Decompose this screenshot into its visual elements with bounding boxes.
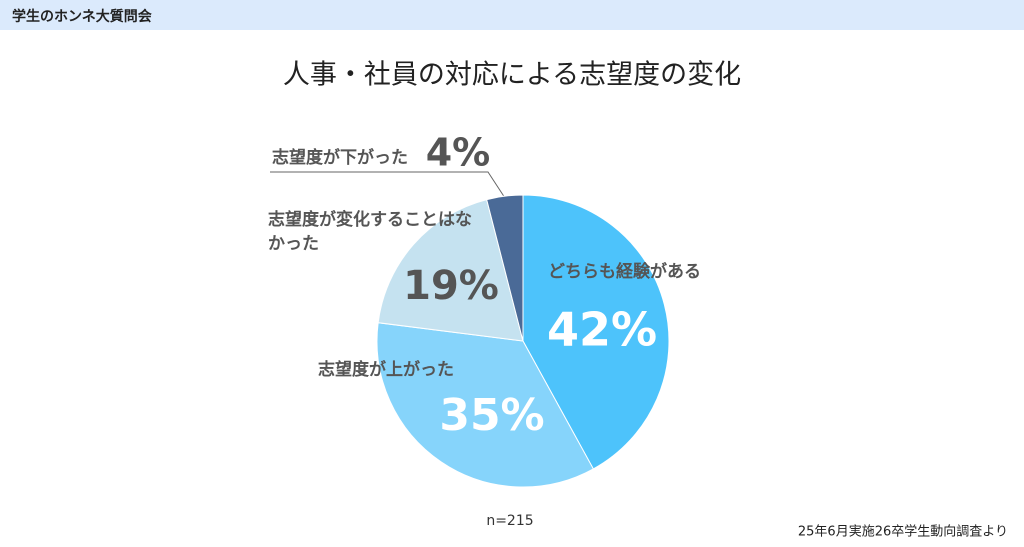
pie-slice <box>376 322 595 488</box>
pie-slice <box>377 198 524 342</box>
chart-title: 人事・社員の対応による志望度の変化 <box>283 60 741 91</box>
category-label: どちらも経験がある <box>548 261 701 282</box>
value-label: 4% <box>426 131 491 175</box>
category-label: 志望度が変化することはなかった <box>268 210 472 254</box>
category-label: 志望度が上がった <box>318 359 454 380</box>
note: n=215 <box>486 513 533 529</box>
value-label: 35% <box>439 390 544 441</box>
value-label: 42% <box>547 303 657 357</box>
header: 学生のホンネ大質問会 <box>0 0 1024 30</box>
pie-slice <box>486 194 524 342</box>
category-label-box: 志望度が変化することはなかった <box>268 210 472 254</box>
source: 25年6月実施26卒学生動向調査より <box>798 524 1008 540</box>
leader-line <box>270 171 506 199</box>
header-title: 学生のホンネ大質問会 <box>12 9 152 25</box>
pie-slice <box>522 194 670 470</box>
value-label: 19% <box>403 263 499 309</box>
category-label: 志望度が下がった <box>272 147 408 168</box>
